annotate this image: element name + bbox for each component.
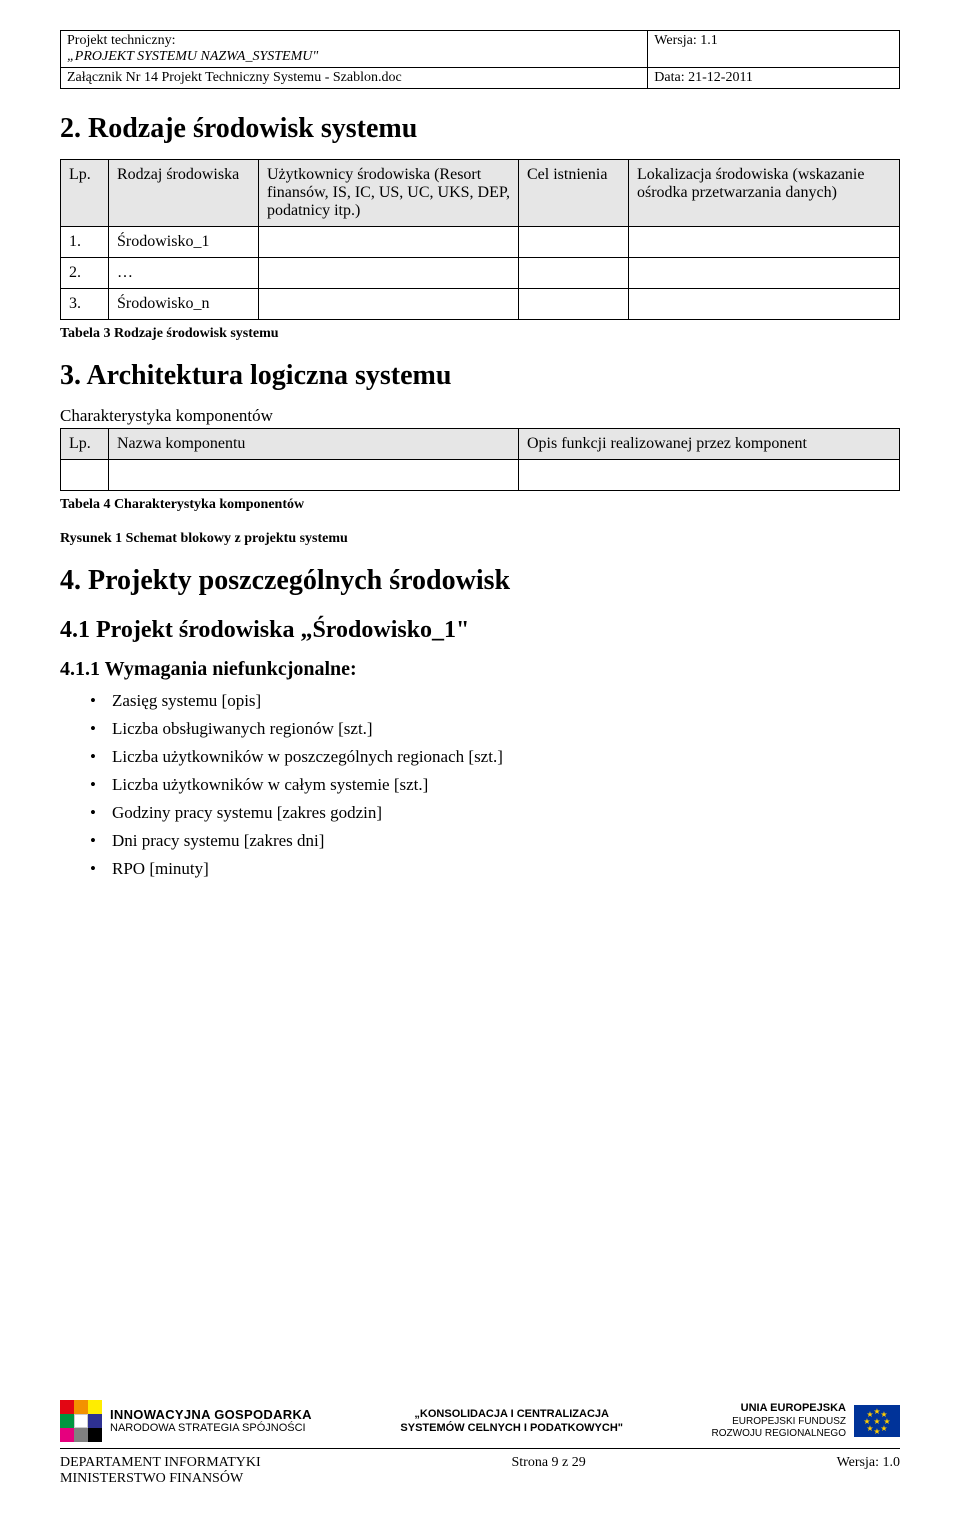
dept-line2: MINISTERSTWO FINANSÓW — [60, 1471, 243, 1486]
logo-left-line2: NARODOWA STRATEGIA SPÓJNOŚCI — [110, 1422, 312, 1435]
section3-title: 3. Architektura logiczna systemu — [60, 360, 900, 392]
cube-icon — [60, 1400, 102, 1442]
cell-empty — [259, 258, 519, 289]
attachment-label: Załącznik Nr 14 Projekt Techniczny Syste… — [67, 70, 402, 85]
cell-empty — [519, 227, 629, 258]
list-item: Liczba użytkowników w całym systemie [sz… — [90, 775, 900, 795]
list-item: Liczba użytkowników w poszczególnych reg… — [90, 747, 900, 767]
section411-title: 4.1.1 Wymagania niefunkcjonalne: — [60, 658, 900, 681]
cell-empty — [519, 289, 629, 320]
table3-caption: Tabela 3 Rodzaje środowisk systemu — [60, 326, 900, 342]
th-rodzaj: Rodzaj środowiska — [109, 160, 259, 227]
requirements-list: Zasięg systemu [opis] Liczba obsługiwany… — [60, 691, 900, 879]
eu-flag-icon — [854, 1405, 900, 1437]
logo-right-line2: EUROPEJSKI FUNDUSZ — [712, 1416, 846, 1428]
th-cel: Cel istnienia — [519, 160, 629, 227]
cell-empty — [61, 460, 109, 491]
doc-header-table: Projekt techniczny: „PROJEKT SYSTEMU NAZ… — [60, 30, 900, 89]
list-item: Zasięg systemu [opis] — [90, 691, 900, 711]
logo-left-line1: INNOWACYJNA GOSPODARKA — [110, 1407, 312, 1423]
table-rodzaje-srodowisk: Lp. Rodzaj środowiska Użytkownicy środow… — [60, 159, 900, 320]
project-name: „PROJEKT SYSTEMU NAZWA_SYSTEMU" — [67, 49, 318, 64]
cell-empty — [109, 460, 519, 491]
table-row: 1. Środowisko_1 — [61, 227, 900, 258]
table-row — [61, 460, 900, 491]
table4-caption: Tabela 4 Charakterystyka komponentów — [60, 497, 900, 513]
center-line1: „KONSOLIDACJA I CENTRALIZACJA — [400, 1407, 623, 1421]
center-line2: SYSTEMÓW CELNYCH I PODATKOWYCH" — [400, 1421, 623, 1435]
list-item: Godziny pracy systemu [zakres godzin] — [90, 803, 900, 823]
list-item: Liczba obsługiwanych regionów [szt.] — [90, 719, 900, 739]
dept-line1: DEPARTAMENT INFORMATYKI — [60, 1455, 261, 1470]
footer-center-text: „KONSOLIDACJA I CENTRALIZACJA SYSTEMÓW C… — [400, 1407, 623, 1436]
version-label: Wersja: 1.1 — [654, 33, 717, 48]
cell-lp: 3. — [61, 289, 109, 320]
th-opis: Opis funkcji realizowanej przez komponen… — [519, 429, 900, 460]
list-item: RPO [minuty] — [90, 859, 900, 879]
cell-lp: 1. — [61, 227, 109, 258]
footer-dept: DEPARTAMENT INFORMATYKI MINISTERSTWO FIN… — [60, 1455, 261, 1487]
cell-empty — [629, 289, 900, 320]
char-label: Charakterystyka komponentów — [60, 406, 900, 426]
footer-page: Strona 9 z 29 — [511, 1455, 585, 1487]
th-nazwa: Nazwa komponentu — [109, 429, 519, 460]
page-footer: INNOWACYJNA GOSPODARKA NARODOWA STRATEGI… — [60, 1400, 900, 1487]
th-lp: Lp. — [61, 160, 109, 227]
cell-empty — [259, 227, 519, 258]
cell-empty — [629, 227, 900, 258]
section2-title: 2. Rodzaje środowisk systemu — [60, 113, 900, 145]
rysunek1-caption: Rysunek 1 Schemat blokowy z projektu sys… — [60, 531, 900, 547]
cell-name: Środowisko_1 — [109, 227, 259, 258]
logo-right-line1: UNIA EUROPEJSKA — [712, 1402, 846, 1415]
project-label: Projekt techniczny: — [67, 33, 175, 48]
th-lokalizacja: Lokalizacja środowiska (wskazanie ośrodk… — [629, 160, 900, 227]
cell-name: … — [109, 258, 259, 289]
cell-lp: 2. — [61, 258, 109, 289]
cell-empty — [519, 460, 900, 491]
th-lp: Lp. — [61, 429, 109, 460]
cell-empty — [519, 258, 629, 289]
date-label: Data: 21-12-2011 — [654, 70, 753, 85]
logo-eu: UNIA EUROPEJSKA EUROPEJSKI FUNDUSZ ROZWO… — [712, 1402, 900, 1439]
section41-title: 4.1 Projekt środowiska „Środowisko_1" — [60, 617, 900, 644]
table-row: 2. … — [61, 258, 900, 289]
cell-empty — [259, 289, 519, 320]
section4-title: 4. Projekty poszczególnych środowisk — [60, 565, 900, 597]
th-uzytkownicy: Użytkownicy środowiska (Resort finansów,… — [259, 160, 519, 227]
footer-divider — [60, 1448, 900, 1449]
table-komponenty: Lp. Nazwa komponentu Opis funkcji realiz… — [60, 428, 900, 491]
cell-name: Środowisko_n — [109, 289, 259, 320]
logo-innowacyjna: INNOWACYJNA GOSPODARKA NARODOWA STRATEGI… — [60, 1400, 312, 1442]
table-row: 3. Środowisko_n — [61, 289, 900, 320]
list-item: Dni pracy systemu [zakres dni] — [90, 831, 900, 851]
logo-right-line3: ROZWOJU REGIONALNEGO — [712, 1428, 846, 1440]
footer-version: Wersja: 1.0 — [837, 1455, 900, 1487]
cell-empty — [629, 258, 900, 289]
